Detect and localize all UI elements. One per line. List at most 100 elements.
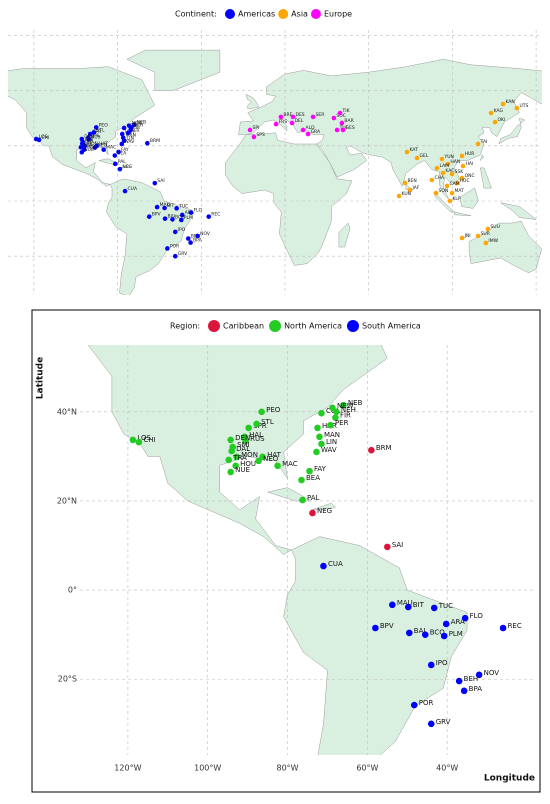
station-label: NEO [263,455,279,463]
station-marker [227,437,234,444]
station-label: SPI [253,125,260,131]
station-label: TUC [438,602,453,610]
station-label: KAN [505,99,514,105]
station-label: CUA [328,560,343,568]
station-marker [253,421,260,428]
station-label: NOV [484,669,500,677]
legend-label: Asia [291,10,308,19]
station-label: HAI [466,161,474,167]
station-label: BEA [117,151,127,157]
station-label: NUE [84,147,94,153]
station-marker [500,625,507,632]
land [454,212,471,216]
station-marker [225,457,232,464]
station-marker [441,633,448,640]
station-label: KAG [494,108,504,114]
station-label: RUS [250,435,265,443]
station-marker [368,447,375,454]
station-label: CHI [42,135,50,141]
x-tick-label: 100°W [194,764,221,773]
station-label: TAI [480,139,488,145]
land [480,168,491,188]
station-label: NOV [200,231,211,237]
station-label: WAV [124,139,135,145]
station-marker [299,497,306,504]
legend-label: Europe [324,10,352,19]
station-marker [309,510,316,517]
station-label: BPA [193,238,203,244]
station-label: TIK [342,108,351,114]
station-label: GRV [436,718,451,726]
land [246,94,259,109]
station-label: BRM [150,138,160,144]
station-label: PAL [307,494,320,502]
y-tick-label: 40°N [57,407,77,416]
station-label: REC [211,212,220,218]
station-marker [384,544,391,551]
station-label: KAT [410,147,419,153]
legend-label: North America [284,322,342,331]
land [284,537,468,800]
station-marker [411,702,418,709]
station-marker [320,563,327,570]
station-label: REC [508,622,522,630]
station-label: BEH [464,675,479,683]
legend-swatch [269,320,281,332]
station-label: FLO [194,208,203,214]
station-marker [372,625,379,632]
station-label: DEN [235,434,250,442]
station-marker [313,449,320,456]
legend-label: Caribbean [223,322,264,331]
legend-title: Region: [170,322,200,331]
station-label: JNI [464,233,471,239]
station-label: MAT [455,188,465,194]
legend-swatch [208,320,220,332]
station-label: HOC [460,178,470,184]
station-label: IPO [436,659,448,667]
station-label: UTS [519,103,528,109]
legend-swatch [311,9,321,19]
station-label: CAM [450,181,460,187]
station-marker [428,721,435,728]
station-marker [318,410,325,417]
x-tick-label: 80°W [276,764,298,773]
station-label: GES [346,125,355,131]
station-marker [274,462,281,469]
station-label: NEG [122,164,132,170]
station-label: BPA [469,685,483,693]
legend-label: Americas [238,10,275,19]
station-label: PEO [266,406,281,414]
station-label: SPS [256,132,265,138]
station-label: SUU [490,224,499,230]
y-tick-label: 20°S [58,675,77,684]
station-label: KLP [452,196,460,202]
x-tick-label: 120°W [114,764,141,773]
station-label: BIT [167,203,174,209]
station-label: SUR [481,231,490,237]
station-label: NUE [235,466,250,474]
land [501,203,536,220]
station-label: FLO [470,612,484,620]
land [539,425,550,746]
station-label: POR [419,699,434,707]
station-marker [130,437,137,444]
station-label: GRA [311,129,321,135]
station-marker [227,469,234,476]
station-label: GEL [420,153,429,159]
station-label: CHI [143,436,155,444]
station-label: BIT [413,601,425,609]
station-label: BEA [306,474,320,482]
station-marker [255,458,262,465]
station-label: PLM [184,215,193,221]
station-label: DEL [295,118,304,124]
station-label: IPO [178,227,186,233]
station-label: TUC [178,203,188,209]
legend-swatch [347,320,359,332]
station-label: MAC [282,460,298,468]
land [106,179,192,297]
station-marker [329,405,336,412]
y-tick-label: 20°N [57,496,77,505]
